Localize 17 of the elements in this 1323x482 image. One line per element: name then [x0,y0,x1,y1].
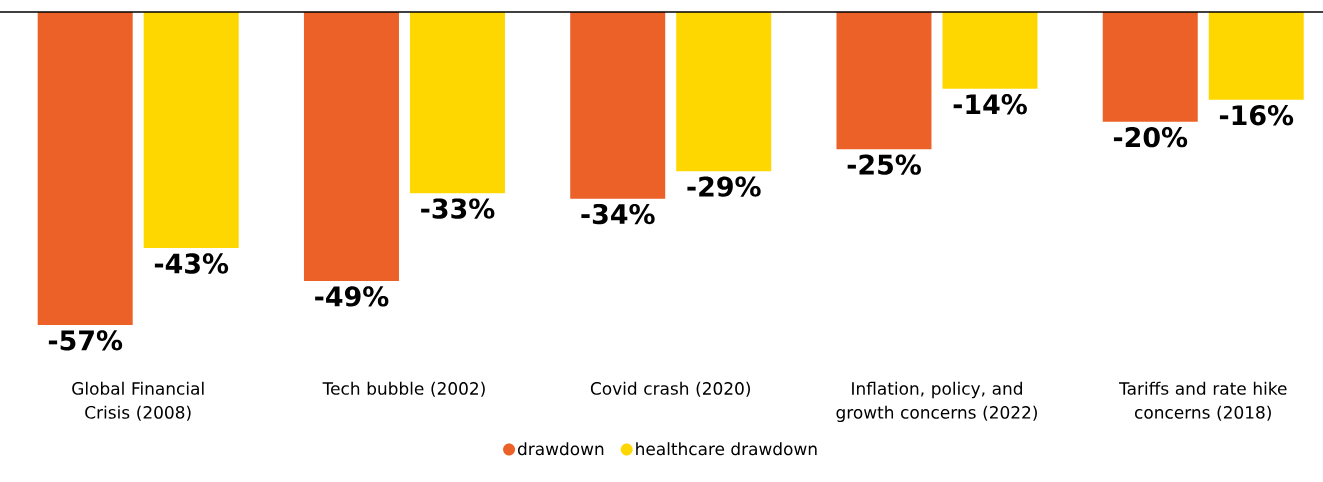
data-label: -20% [1113,127,1188,148]
data-label: -43% [154,253,229,274]
data-label: -29% [687,176,761,197]
x-tick-label: Tech bubble (2002) [322,381,485,397]
x-tick-label: Covid crash (2020) [590,381,750,397]
legend-label: healthcare drawdown [636,442,817,456]
data-label: -57% [48,330,123,351]
data-label: -16% [1219,105,1294,126]
x-tick-label: Inflation, policy, and growth concerns (2022) [836,381,1037,423]
data-label: -25% [847,154,921,175]
data-label: -34% [581,203,655,225]
x-tick-label: Tariffs and rate hike concerns (2018) [1119,381,1287,421]
x-tick-label: Global Financial Crisis (2008) [72,381,204,421]
legend-label: drawdown [517,442,604,456]
data-label: -33% [421,198,495,219]
data-label: -14% [953,94,1027,115]
data-label: -49% [315,286,389,307]
